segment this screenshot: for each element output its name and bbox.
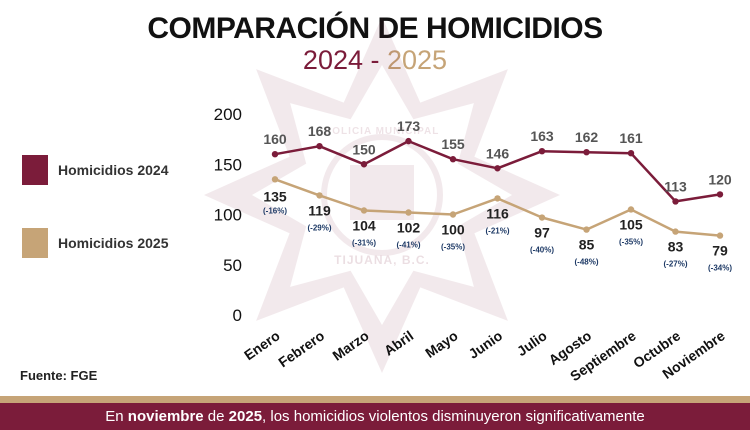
data-label-2025: 100 [441,222,465,238]
y-tick-label: 100 [214,206,242,225]
data-point-2024 [494,165,501,172]
data-point-2024 [271,151,279,158]
x-tick-label: Mayo [422,327,461,361]
data-label-2025: 116 [486,205,509,221]
line-chart: POLICIA MUNICIPAL TIJUANA, B.C. 0 50 100 15… [204,17,732,384]
legend-label-2025: Homicidios 2025 [58,235,169,251]
change-label-2025: (-40%) [530,246,554,255]
y-tick-label: 200 [214,105,242,124]
star-watermark-ring [321,134,443,256]
change-label-2025: (-31%) [352,238,376,247]
subtitle-year-2024: 2024 [302,45,363,75]
y-tick-label: 150 [214,155,242,174]
change-label-2025: (-35%) [619,237,643,246]
data-point-2024 [449,156,457,163]
footer-text-pre: En [105,408,128,425]
data-label-2025: 104 [352,217,376,233]
data-point-2024 [360,161,368,168]
data-point-2025 [627,206,635,213]
data-label-2024: 120 [708,171,732,187]
legend-label-2024: Homicidios 2024 [58,162,169,178]
data-point-2025 [583,226,590,233]
subtitle-separator: - [363,45,387,75]
change-label-2025: (-41%) [396,240,420,249]
data-label-2024: 161 [619,130,643,146]
watermark-text-top: POLICIA MUNICIPAL [325,126,440,137]
data-point-2025 [449,211,457,218]
star-watermark-shape [204,17,560,373]
data-point-2025 [316,192,323,199]
subtitle-year-2025: 2025 [387,45,448,75]
chart-title: COMPARACIÓN DE HOMICIDIOS [147,12,603,45]
change-label-2025: (-27%) [663,260,687,269]
data-label-2024: 155 [441,136,465,152]
data-point-2025 [360,207,368,214]
data-label-2025: 85 [579,237,595,253]
footer-text-post: , los homicidios violentos disminuyeron … [262,408,645,425]
change-label-2025: (-34%) [708,264,732,273]
footer-banner: En noviembre de 2025, los homicidios vio… [0,403,750,430]
x-tick-label: Julio [514,327,550,359]
y-tick-label: 50 [223,256,242,275]
data-point-2025 [494,195,501,202]
data-label-2025: 105 [619,216,643,232]
footer-accent-stripe [0,396,750,403]
change-label-2025: (-29%) [307,223,331,232]
data-point-2024 [583,148,590,156]
change-label-2025: (-21%) [485,226,509,235]
data-label-2024: 146 [486,145,510,161]
data-label-2024: 168 [308,123,332,139]
star-watermark-inner [252,65,512,325]
data-point-2024 [538,147,546,155]
x-tick-label: Junio [465,327,505,362]
footer-text-month: noviembre [127,408,204,425]
data-point-2024 [405,137,412,145]
data-point-2025 [716,232,724,239]
data-point-2025 [405,209,412,216]
source-note: Fuente: FGE [20,368,98,383]
data-label-2025: 83 [668,239,684,255]
data-label-2024: 163 [530,128,554,144]
data-label-2024: 173 [397,118,421,134]
data-point-2024 [672,198,679,205]
y-tick-label: 0 [233,306,242,325]
data-point-2025 [538,214,546,221]
data-point-2025 [672,228,679,235]
data-point-2025 [271,176,279,183]
data-label-2024: 150 [352,141,376,157]
chart-subtitle-years: 2024 - 2025 [0,44,750,76]
data-point-2024 [627,149,635,157]
data-label-2025: 135 [263,188,287,204]
data-label-2025: 97 [534,225,550,241]
legend-swatch-2025 [22,228,48,258]
data-label-2024: 162 [575,129,599,145]
data-label-2025: 119 [308,202,331,218]
x-tick-label: Febrero [275,327,327,370]
footer-text-year: 2025 [228,408,263,425]
data-point-2024 [316,142,323,150]
legend-swatch-2024 [22,155,48,185]
data-label-2025: 79 [712,243,728,259]
change-label-2025: (-35%) [441,243,465,252]
data-point-2024 [716,191,724,198]
change-label-2025: (-16%) [263,206,287,215]
data-label-2025: 102 [397,219,421,235]
data-label-2024: 113 [664,178,687,194]
x-tick-label: Marzo [329,327,371,363]
watermark-text-bottom: TIJUANA, B.C. [334,253,430,267]
change-label-2025: (-48%) [574,258,598,267]
footer-text-mid: de [203,408,229,425]
data-label-2024: 160 [263,131,287,147]
police-star-watermark [204,17,560,373]
